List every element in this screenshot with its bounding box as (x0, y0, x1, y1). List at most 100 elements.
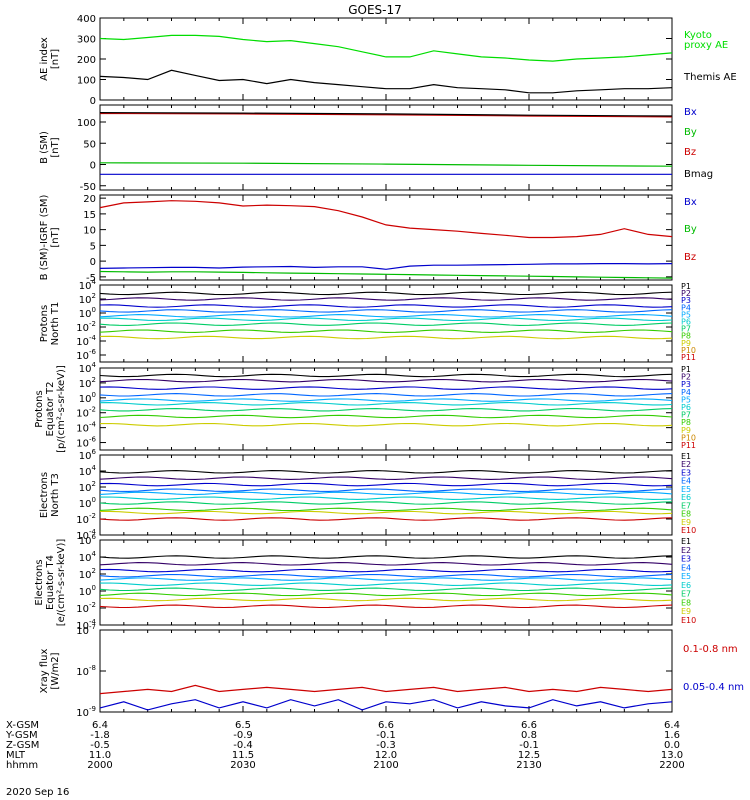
y-tick-label: 102 (79, 480, 96, 494)
y-tick-label: 102 (79, 567, 96, 581)
y-tick-label: 102 (79, 376, 96, 390)
y-tick-label: 10-4 (76, 528, 96, 542)
legend-entry: P4 (681, 303, 691, 312)
series-line-e1 (99, 555, 673, 559)
y-tick-label: 106 (79, 533, 97, 547)
legend-entry: P6 (681, 403, 691, 412)
y-tick-label: 10-2 (76, 512, 96, 526)
y-tick-label: 15 (83, 210, 96, 221)
series-line-by (99, 270, 673, 279)
legend-entry: E7 (681, 501, 691, 510)
legend-entry: P9 (681, 426, 691, 435)
series-line-p2 (99, 378, 673, 383)
y-tick-label: 100 (77, 76, 96, 87)
y-axis-label: AE index (39, 37, 50, 81)
legend-entry: E4 (681, 563, 691, 572)
y-axis-label: Xray flux (39, 649, 50, 694)
series-line-p4 (99, 309, 673, 313)
footer-row-label: hhmm (6, 760, 38, 771)
panel-8: 10-7 10-8 10-9 Xray flux [W/m2] 0.1-0.8 nm 0.0… (39, 623, 744, 719)
series-line-e9 (99, 510, 673, 515)
footer-value: 12.5 (518, 750, 540, 761)
legend-entry: P6 (681, 318, 691, 327)
series-line-bz (99, 200, 673, 239)
y-tick-label: 104 (79, 361, 97, 375)
legend-entry: P5 (681, 395, 691, 404)
date-label: 2020 Sep 16 (6, 787, 69, 798)
y-tick-label: -5 (86, 273, 96, 284)
footer-value: 2130 (516, 760, 541, 771)
legend-entry: E2 (681, 546, 691, 555)
series-line-0-1-0-8-nm (99, 684, 673, 695)
footer-value: -0.4 (233, 740, 253, 751)
legend-entry: proxy AE (684, 40, 728, 51)
legend-entry: Kyoto (684, 30, 712, 41)
y-tick-label: 102 (79, 292, 96, 306)
y-axis-label: North T1 (50, 302, 61, 346)
footer-value: -1.8 (90, 730, 110, 741)
legend-entry: E9 (681, 607, 691, 616)
y-tick-label: 10-4 (76, 421, 96, 435)
legend-entry: E6 (681, 493, 691, 502)
y-tick-label: 100 (79, 496, 96, 510)
legend-entry: Themis AE (683, 72, 737, 83)
series-line-p7 (99, 408, 673, 412)
y-tick-label: 50 (83, 139, 96, 150)
y-tick-label: 200 (77, 55, 96, 66)
y-tick-label: 0 (90, 161, 96, 172)
legend-entry: E5 (681, 485, 691, 494)
plot-title: GOES-17 (348, 3, 402, 17)
footer-value: -0.1 (519, 740, 539, 751)
legend-entry: E2 (681, 460, 691, 469)
y-axis-label: [nT] (50, 137, 61, 157)
series-line-p6 (99, 317, 673, 322)
series-line-e10 (99, 517, 673, 521)
series-line-e8 (99, 592, 673, 597)
legend-entry: E6 (681, 581, 691, 590)
y-tick-label: 10-2 (76, 601, 96, 615)
y-axis-label: North T3 (50, 473, 61, 517)
y-axis-label: Protons (34, 390, 45, 427)
series-line-e4 (99, 488, 673, 492)
legend-entry: By (684, 127, 697, 138)
legend-entry: Bmag (684, 169, 713, 180)
y-axis-label: Equator T4 (45, 555, 56, 610)
y-tick-label: 100 (79, 391, 96, 405)
footer-value: 2200 (659, 760, 684, 771)
series-line-bz (99, 112, 673, 118)
legend-entry: P2 (681, 289, 691, 298)
series-line-e3 (99, 568, 673, 573)
series-line-p1 (99, 373, 673, 378)
footer-row-label: Y-GSM (5, 730, 38, 741)
footer-value: 2100 (373, 760, 398, 771)
legend-entry: 0.1-0.8 nm (683, 644, 738, 655)
legend-entry: Bx (684, 107, 697, 118)
footer-value: 6.4 (664, 720, 680, 731)
footer-row-label: MLT (6, 750, 26, 761)
legend-entry: E10 (681, 526, 696, 535)
legend-entry: Bz (684, 147, 696, 158)
legend-entry: E10 (681, 616, 696, 625)
y-tick-label: 104 (79, 464, 97, 478)
series-line-bx (99, 263, 673, 270)
y-tick-label: 10-6 (76, 436, 96, 450)
series-line-bmag (99, 112, 673, 117)
legend-entry: P2 (681, 373, 691, 382)
y-tick-label: 106 (79, 448, 97, 462)
panel-3: -5 0 5 10 15 20 B (SM)-IGRF (SM) [nT] Bx By Bz (39, 194, 697, 284)
legend-entry: P1 (681, 365, 691, 374)
y-tick-label: 10-7 (76, 623, 96, 637)
legend-entry: P11 (681, 441, 696, 450)
series-line-p3 (99, 386, 673, 390)
series-line-e2 (99, 562, 673, 566)
y-axis-label: Electrons (34, 559, 45, 605)
series-line-p9 (99, 422, 673, 427)
series-line-p3 (99, 304, 673, 308)
legend-entry: P7 (681, 325, 691, 334)
y-tick-label: 20 (83, 194, 96, 205)
y-tick-label: 100 (77, 118, 96, 129)
footer-row-label: Z-GSM (6, 740, 39, 751)
series-line-e7 (99, 501, 673, 505)
